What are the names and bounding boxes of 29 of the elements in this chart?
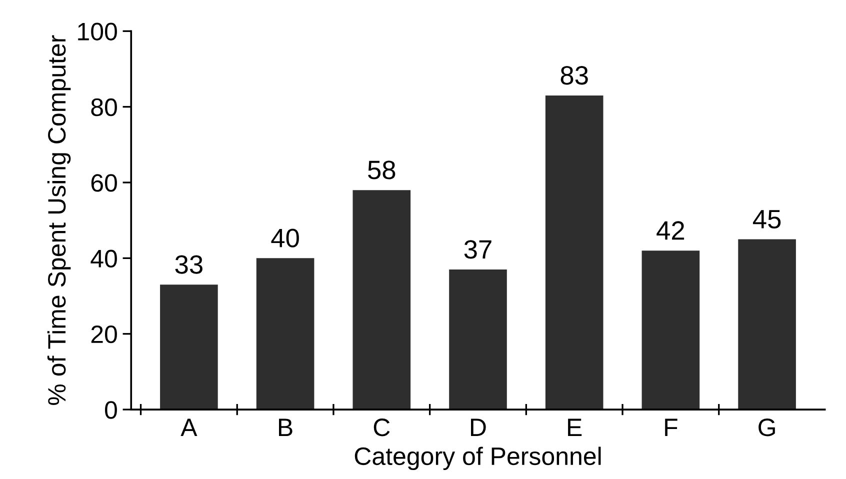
y-axis-title: % of Time Spent Using Computer <box>47 35 71 405</box>
x-tick-label: B <box>279 418 292 436</box>
x-tick-label: D <box>471 418 486 436</box>
bar <box>160 284 218 410</box>
x-axis-title: Category of Personnel <box>354 446 601 470</box>
data-label: 40 <box>271 228 299 248</box>
y-tick-label: 80 <box>91 98 117 116</box>
y-tick-label: 20 <box>91 325 117 344</box>
x-tick-label: C <box>374 418 390 436</box>
y-tick-label: 0 <box>105 401 117 419</box>
x-tick-label: G <box>758 418 775 436</box>
x-tick-label: E <box>568 418 582 436</box>
y-tick-label: 100 <box>78 22 117 40</box>
bar <box>352 190 411 410</box>
data-label: 42 <box>656 221 684 240</box>
bar <box>642 250 700 410</box>
bar <box>545 95 604 410</box>
data-label: 45 <box>752 210 781 228</box>
x-tick-label: F <box>665 418 678 436</box>
x-tick-label: A <box>180 418 198 436</box>
data-label: 58 <box>368 160 396 180</box>
bar <box>449 270 507 410</box>
data-label: 83 <box>560 66 588 85</box>
y-tick-label: 60 <box>91 174 117 192</box>
bar <box>256 258 314 410</box>
bar <box>738 239 796 410</box>
data-label: 37 <box>464 240 492 259</box>
data-label: 33 <box>175 255 202 274</box>
y-tick-label: 40 <box>90 250 117 268</box>
